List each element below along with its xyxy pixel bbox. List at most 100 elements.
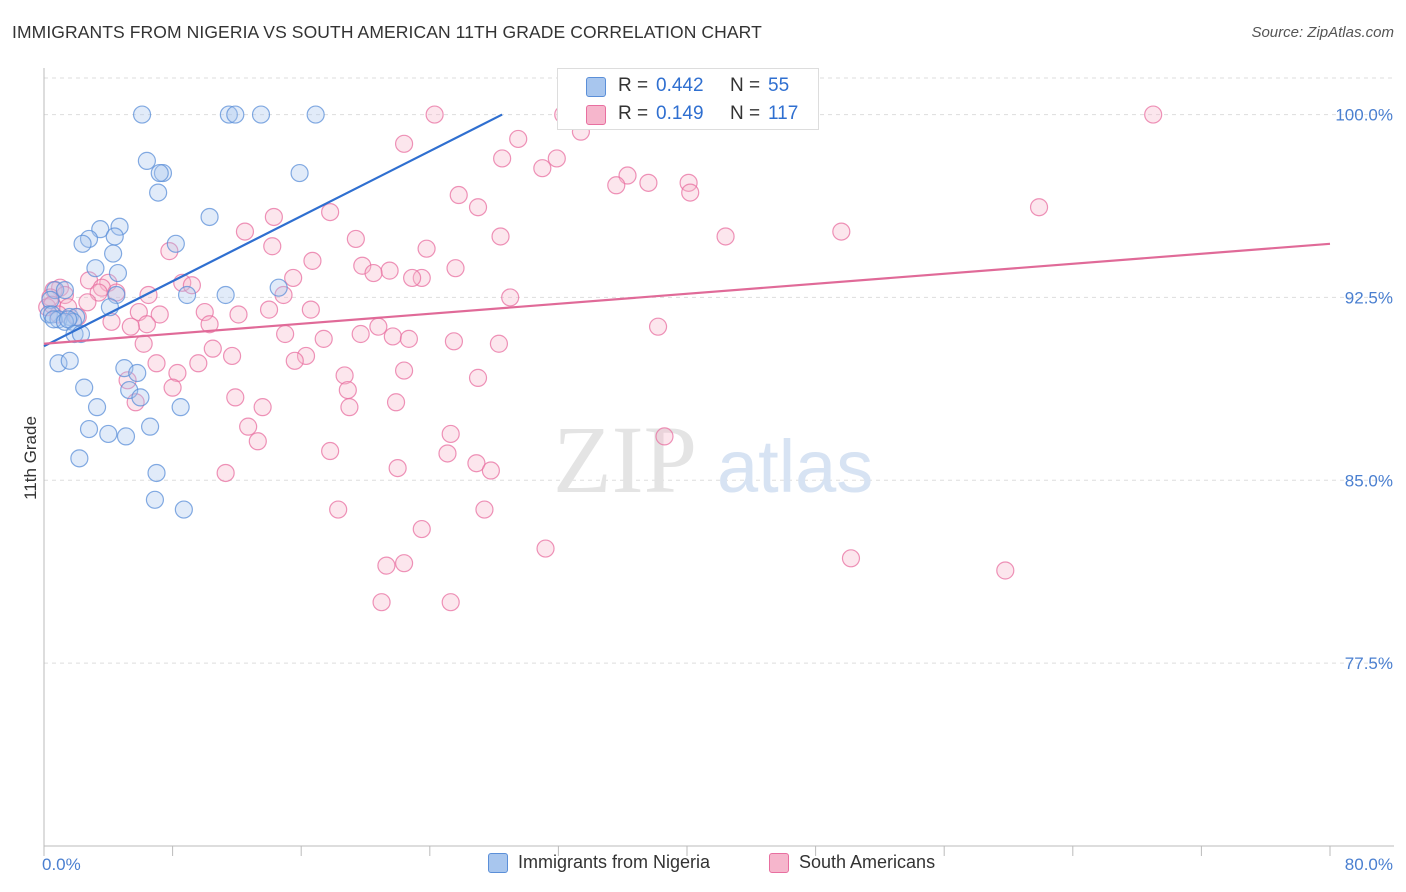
- south-americans-point: [321, 202, 340, 222]
- nigeria-point: [177, 285, 197, 305]
- nigeria-trend-line: [43, 113, 503, 348]
- nigeria-point: [73, 234, 92, 253]
- south-americans-point: [338, 380, 357, 400]
- south-americans-point: [399, 329, 419, 348]
- nigeria-point: [116, 427, 136, 446]
- south-americans-point: [285, 351, 304, 370]
- south-americans-trend-line: [43, 242, 1331, 345]
- nigeria-point: [174, 500, 193, 519]
- south-americans-point: [383, 327, 402, 346]
- south-americans-point: [425, 105, 444, 124]
- nigeria-point: [75, 378, 94, 397]
- nigeria-point: [171, 398, 190, 417]
- south-americans-point: [475, 500, 494, 519]
- south-americans-point: [351, 324, 370, 344]
- nigeria-point: [166, 234, 185, 253]
- nigeria-point: [55, 312, 74, 331]
- nigeria-point: [105, 227, 124, 246]
- south-americans-point: [335, 366, 354, 385]
- south-americans-point: [276, 324, 295, 344]
- nigeria-point: [216, 285, 235, 305]
- south-americans-point: [353, 256, 372, 275]
- south-americans-point: [340, 398, 359, 417]
- south-americans-point: [239, 417, 258, 436]
- south-americans-point: [346, 229, 365, 249]
- south-americans-point: [372, 593, 391, 612]
- south-americans-point: [716, 227, 735, 246]
- stats-row-nigeria: R = 0.442 N = 55: [558, 73, 820, 101]
- south-americans-point: [481, 461, 500, 480]
- south-americans-point: [216, 463, 235, 483]
- south-americans-point: [134, 334, 153, 353]
- south-americans-point: [639, 173, 658, 192]
- south-americans-point: [102, 312, 121, 331]
- south-americans-point: [139, 285, 158, 305]
- nigeria-point: [128, 363, 147, 383]
- south-americans-point: [489, 334, 509, 353]
- legend-swatch-south-americans: [769, 852, 789, 873]
- south-americans-point: [501, 288, 520, 307]
- stats-r-label: R =: [618, 75, 649, 96]
- nigeria-point: [131, 388, 150, 407]
- south-americans-point: [182, 276, 201, 295]
- grid-layer: [44, 77, 1394, 664]
- watermark-zip: ZIP: [553, 406, 697, 513]
- legend: Immigrants from Nigeria South Americans: [0, 852, 1406, 878]
- tick-labels: 77.5% 85.0% 92.5% 100.0% 0.0% 80.0%: [42, 106, 1393, 874]
- south-americans-point: [296, 346, 316, 366]
- south-americans-point: [92, 278, 111, 297]
- nigeria-point: [137, 151, 156, 170]
- south-americans-point: [259, 300, 279, 319]
- x-tick-label-min: 0.0%: [42, 855, 81, 874]
- nigeria-point: [306, 105, 325, 124]
- x-tick-label-max: 80.0%: [1345, 855, 1393, 874]
- south-americans-point: [147, 354, 166, 373]
- south-americans-point: [369, 317, 388, 336]
- nigeria-point: [55, 281, 74, 300]
- stats-box: R = 0.442 N = 55 R = 0.149 N = 117: [557, 68, 819, 130]
- south-americans-point: [329, 500, 348, 519]
- nigeria-point: [269, 278, 288, 297]
- nigeria-point: [226, 105, 245, 124]
- south-americans-point: [394, 361, 414, 380]
- y-tick-label: 77.5%: [1345, 654, 1393, 673]
- legend-item-south-americans[interactable]: South Americans: [769, 852, 935, 873]
- y-tick-label: 92.5%: [1345, 288, 1393, 307]
- south-americans-point: [1144, 105, 1163, 124]
- south-americans-point: [441, 593, 460, 612]
- nigeria-point: [46, 281, 65, 300]
- south-americans-point: [681, 183, 700, 202]
- legend-swatch-nigeria: [488, 852, 508, 873]
- south-americans-point: [509, 129, 528, 149]
- y-axis-label: 11th Grade: [21, 416, 40, 500]
- nigeria-point: [200, 207, 219, 227]
- south-americans-point: [648, 317, 668, 336]
- nigeria-point: [87, 398, 107, 417]
- nigeria-point: [44, 310, 63, 329]
- nigeria-point: [145, 490, 165, 509]
- stats-r-value-nigeria: 0.442: [656, 75, 704, 96]
- south-americans-point: [200, 315, 219, 334]
- south-americans-point: [394, 134, 414, 153]
- legend-label-south-americans: South Americans: [799, 852, 936, 872]
- south-americans-point: [160, 242, 179, 261]
- south-americans-point: [163, 378, 182, 397]
- south-americans-point: [841, 549, 861, 568]
- nigeria-point: [140, 417, 160, 436]
- legend-item-nigeria[interactable]: Immigrants from Nigeria: [488, 852, 710, 873]
- stats-n-value-south-americans: 117: [768, 103, 799, 124]
- south-americans-point: [264, 207, 283, 227]
- y-tick-label: 100.0%: [1335, 106, 1393, 125]
- south-americans-point: [235, 222, 255, 241]
- stats-row-south-americans: R = 0.149 N = 117: [558, 101, 820, 129]
- south-americans-point: [547, 149, 566, 168]
- south-americans-point: [226, 388, 245, 407]
- nigeria-point: [147, 463, 166, 483]
- south-americans-point: [533, 159, 552, 178]
- south-americans-point: [168, 363, 187, 383]
- nigeria-point: [150, 163, 169, 183]
- south-americans-point: [394, 554, 414, 573]
- south-americans-point: [253, 398, 272, 417]
- stats-r-label: R =: [618, 103, 649, 124]
- south-americans-point: [137, 315, 156, 334]
